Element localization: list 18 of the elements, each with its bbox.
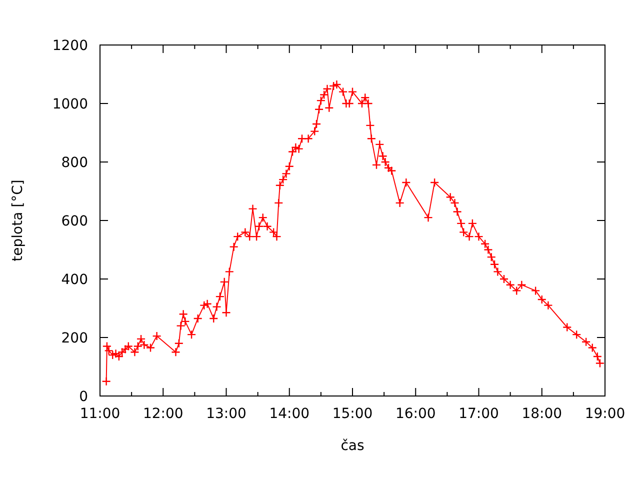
y-tick-label: 0 bbox=[79, 388, 88, 405]
x-tick-label: 14:00 bbox=[269, 406, 310, 422]
x-tick-label: 15:00 bbox=[332, 406, 373, 422]
y-axis-title: teplota [°C] bbox=[10, 180, 26, 262]
x-axis-title: čas bbox=[340, 438, 364, 454]
x-tick-label: 18:00 bbox=[522, 406, 562, 422]
x-tick-label: 12:00 bbox=[142, 406, 184, 422]
y-tick-label: 1200 bbox=[52, 38, 88, 54]
x-tick-label: 13:00 bbox=[206, 406, 246, 422]
y-tick-label: 1000 bbox=[52, 96, 88, 112]
x-tick-label: 16:00 bbox=[395, 406, 436, 422]
x-tick-label: 19:00 bbox=[584, 406, 626, 422]
y-tick-label: 200 bbox=[61, 330, 88, 346]
y-tick-label: 400 bbox=[61, 272, 88, 288]
y-tick-label: 800 bbox=[61, 154, 88, 171]
x-tick-label: 11:00 bbox=[80, 406, 120, 422]
x-tick-label: 17:00 bbox=[458, 406, 499, 422]
y-tick-label: 600 bbox=[61, 213, 88, 230]
